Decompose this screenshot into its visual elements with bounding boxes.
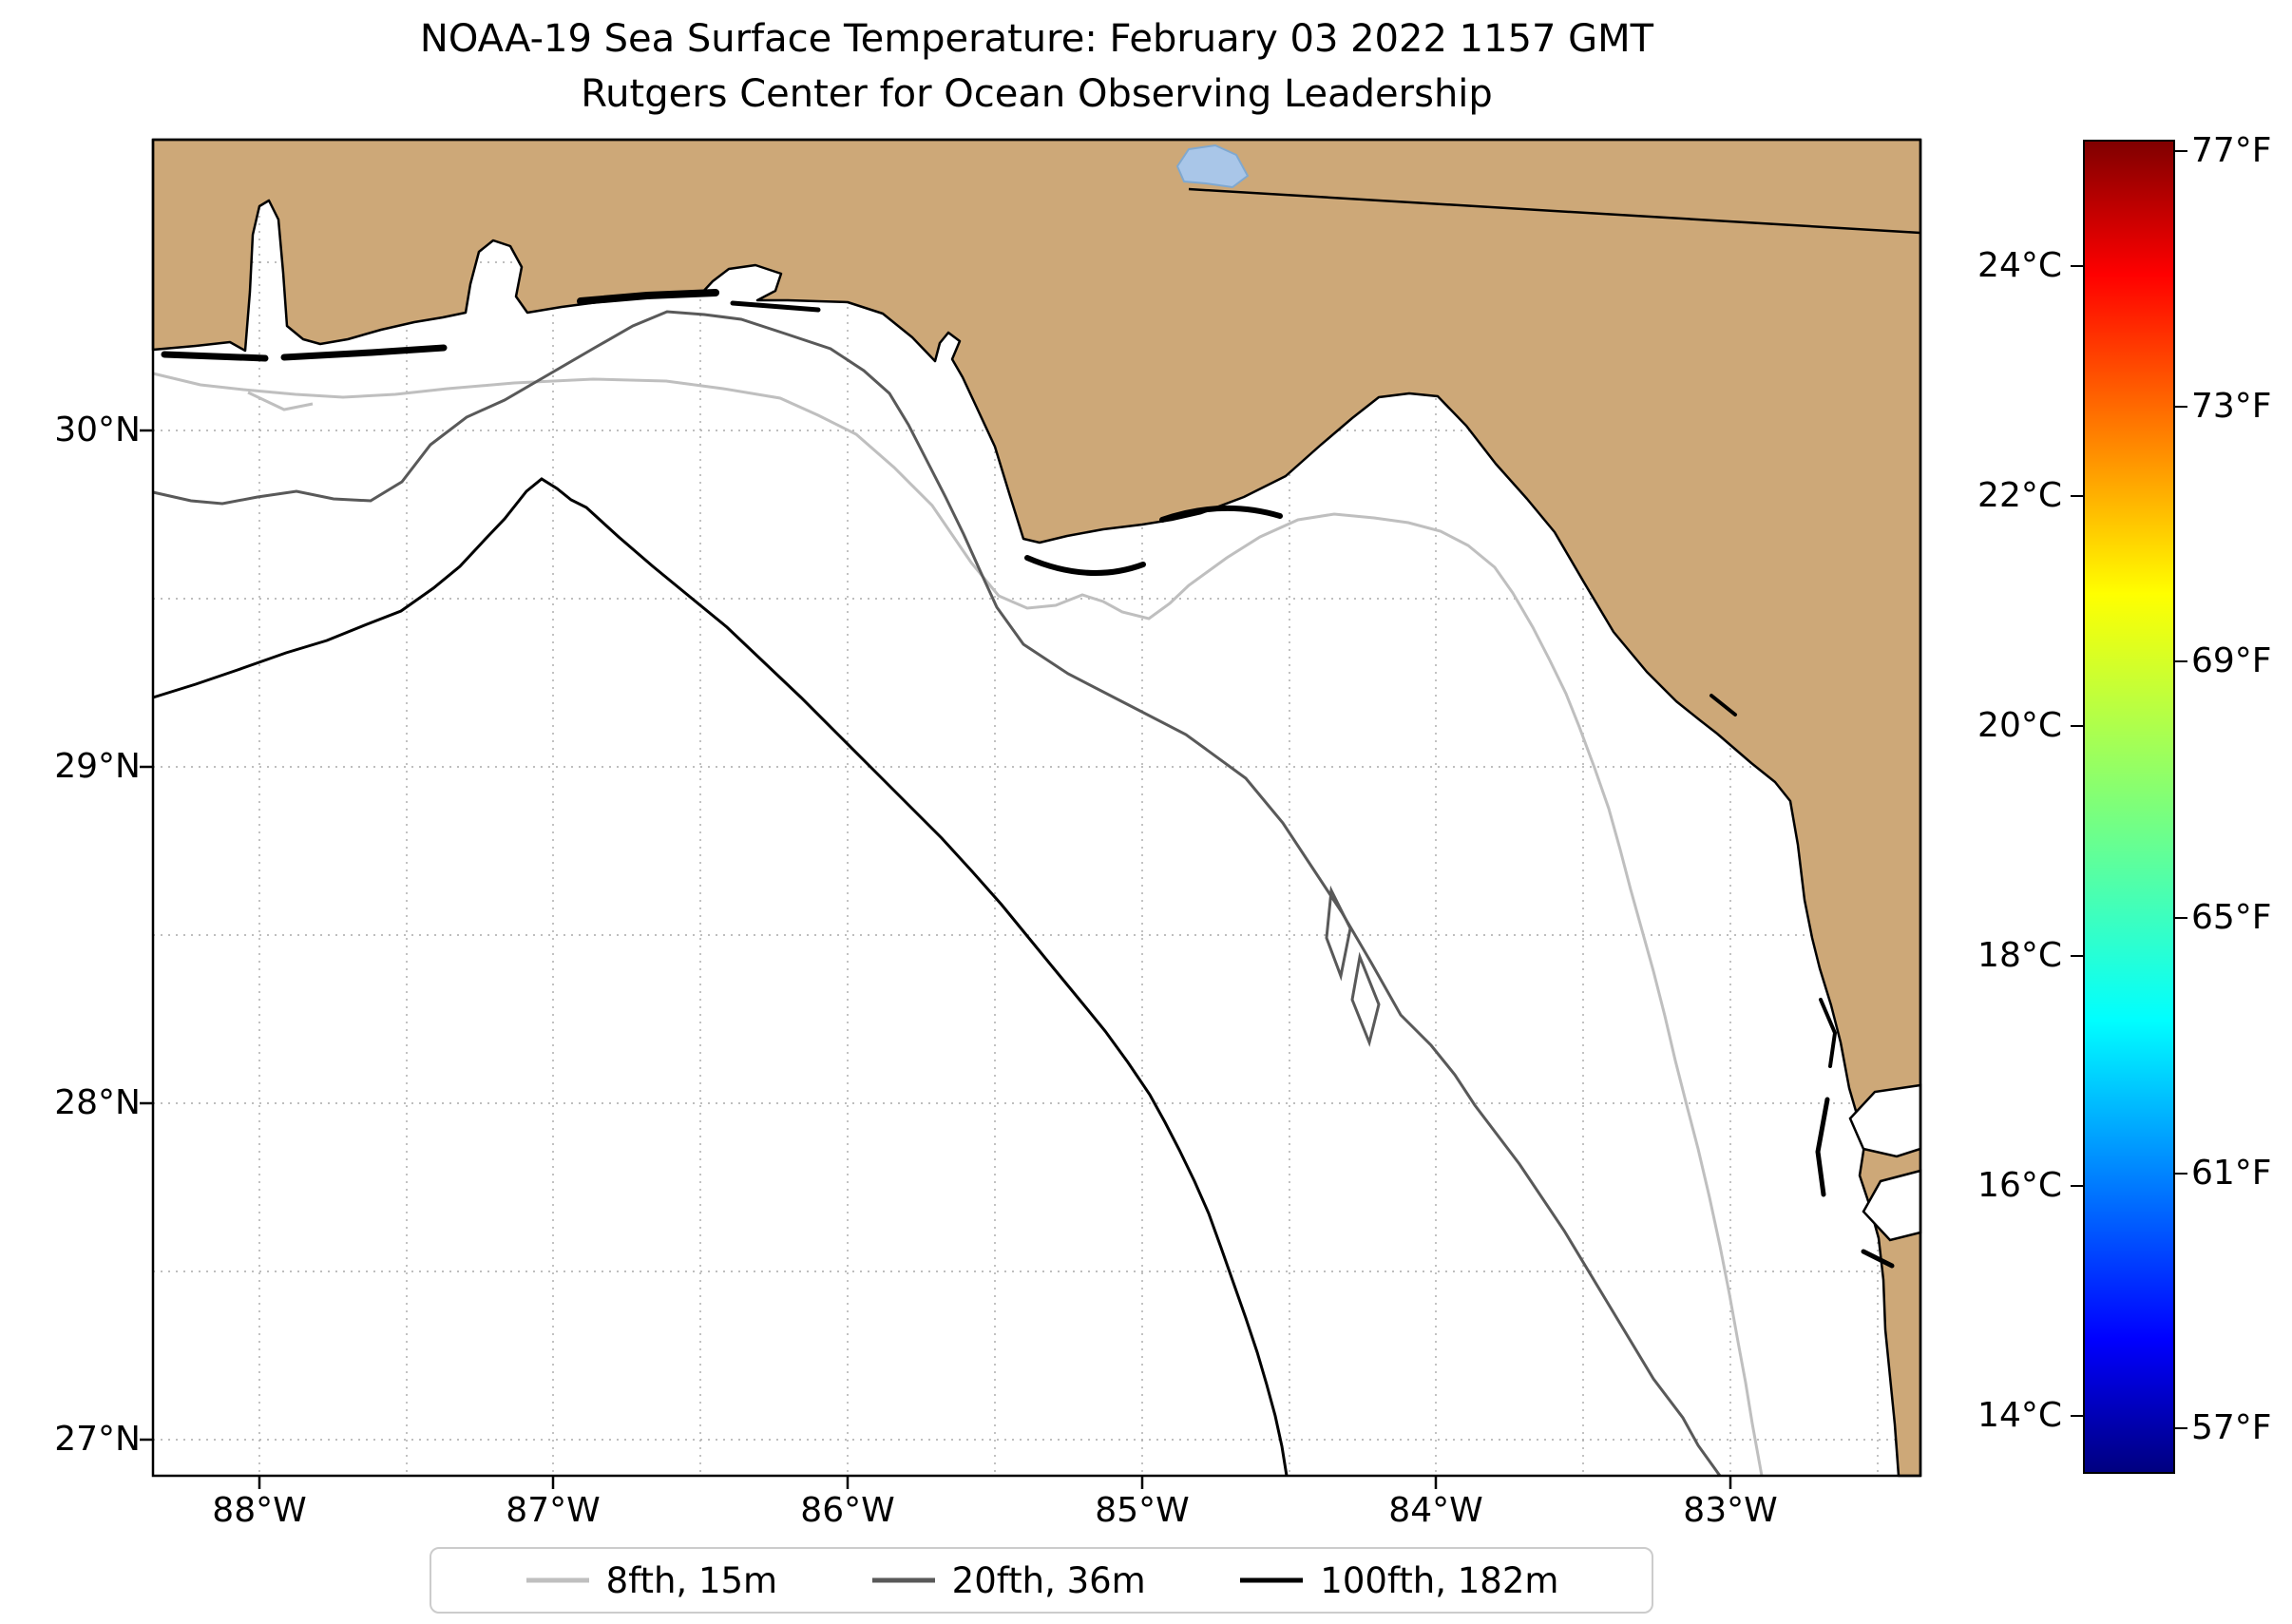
colorbar-label-14c: 14°C: [1977, 1396, 2062, 1435]
lon-tick-label-86w: 86°W: [800, 1491, 895, 1530]
legend-label-20fth: 20fth, 36m: [951, 1559, 1146, 1601]
legend-swatch-8fth-icon: [525, 1577, 589, 1583]
colorbar-label-18c: 18°C: [1977, 936, 2062, 975]
legend-item-20fth: 20fth, 36m: [870, 1560, 1146, 1601]
lat-tick-label-30n: 30°N: [54, 411, 141, 449]
contour-8fth-15m: [152, 372, 1764, 1477]
map-canvas: [140, 138, 1922, 1489]
colorbar-label-57f: 57°F: [2191, 1408, 2272, 1447]
colorbar-tick-c: [2071, 1415, 2083, 1417]
colorbar-tick-f: [2175, 150, 2187, 152]
swath-boundary-line: [1188, 187, 1921, 235]
colorbar-label-16c: 16°C: [1977, 1166, 2062, 1205]
colorbar-tick-c: [2071, 1185, 2083, 1187]
lon-tick-label-84w: 84°W: [1388, 1491, 1483, 1530]
legend-swatch-20fth-icon: [871, 1577, 935, 1583]
lat-tick-label-27n: 27°N: [54, 1420, 141, 1459]
colorbar-tick-c: [2071, 725, 2083, 727]
axis-ticks: [140, 429, 1732, 1489]
colorbar-label-20c: 20°C: [1977, 706, 2062, 745]
legend-label-8fth: 8fth, 15m: [605, 1559, 778, 1601]
barrier-islands: [161, 289, 1283, 576]
contour-100fth-182m: [152, 477, 1289, 1477]
colorbar-label-69f: 69°F: [2191, 641, 2272, 680]
colorbar-gradient: [2083, 140, 2175, 1474]
colorbar-label-65f: 65°F: [2191, 898, 2272, 937]
lake: [1175, 143, 1250, 189]
legend-item-100fth: 100fth, 182m: [1238, 1560, 1558, 1601]
legend-swatch-100fth-icon: [1240, 1577, 1304, 1583]
colorbar-tick-f: [2175, 1427, 2187, 1429]
colorbar-tick-c: [2071, 495, 2083, 497]
land: [151, 138, 1922, 1478]
chart-title: NOAA-19 Sea Surface Temperature: Februar…: [419, 17, 1654, 61]
colorbar-tick-f: [2175, 406, 2187, 408]
colorbar-tick-f: [2175, 660, 2187, 662]
chart-subtitle: Rutgers Center for Ocean Observing Leade…: [581, 72, 1493, 116]
title-block: NOAA-19 Sea Surface Temperature: Februar…: [153, 11, 1920, 122]
lon-tick-label-87w: 87°W: [506, 1491, 601, 1530]
lat-tick-label-28n: 28°N: [54, 1083, 141, 1122]
colorbar-label-24c: 24°C: [1977, 246, 2062, 285]
colorbar-tick-c: [2071, 955, 2083, 957]
colorbar-tick-c: [2071, 265, 2083, 267]
legend-item-8fth: 8fth, 15m: [525, 1559, 778, 1601]
contour-legend: 8fth, 15m 20fth, 36m 100fth, 182m: [430, 1547, 1653, 1614]
colorbar-label-73f: 73°F: [2191, 387, 2272, 426]
colorbar-label-61f: 61°F: [2191, 1154, 2272, 1193]
lon-tick-label-83w: 83°W: [1683, 1491, 1778, 1530]
colorbar-tick-f: [2175, 1173, 2187, 1175]
coastal-island-marks: [1709, 694, 1895, 1269]
lat-tick-label-29n: 29°N: [54, 747, 141, 786]
colorbar-tick-f: [2175, 917, 2187, 919]
colorbar-label-77f: 77°F: [2191, 131, 2272, 170]
colorbar-label-22c: 22°C: [1977, 476, 2062, 515]
lon-tick-label-85w: 85°W: [1095, 1491, 1190, 1530]
contour-20fth-36m: [152, 310, 1722, 1477]
legend-label-100fth: 100fth, 182m: [1320, 1559, 1559, 1601]
lon-tick-label-88w: 88°W: [212, 1491, 307, 1530]
map-frame: [151, 138, 1922, 1478]
